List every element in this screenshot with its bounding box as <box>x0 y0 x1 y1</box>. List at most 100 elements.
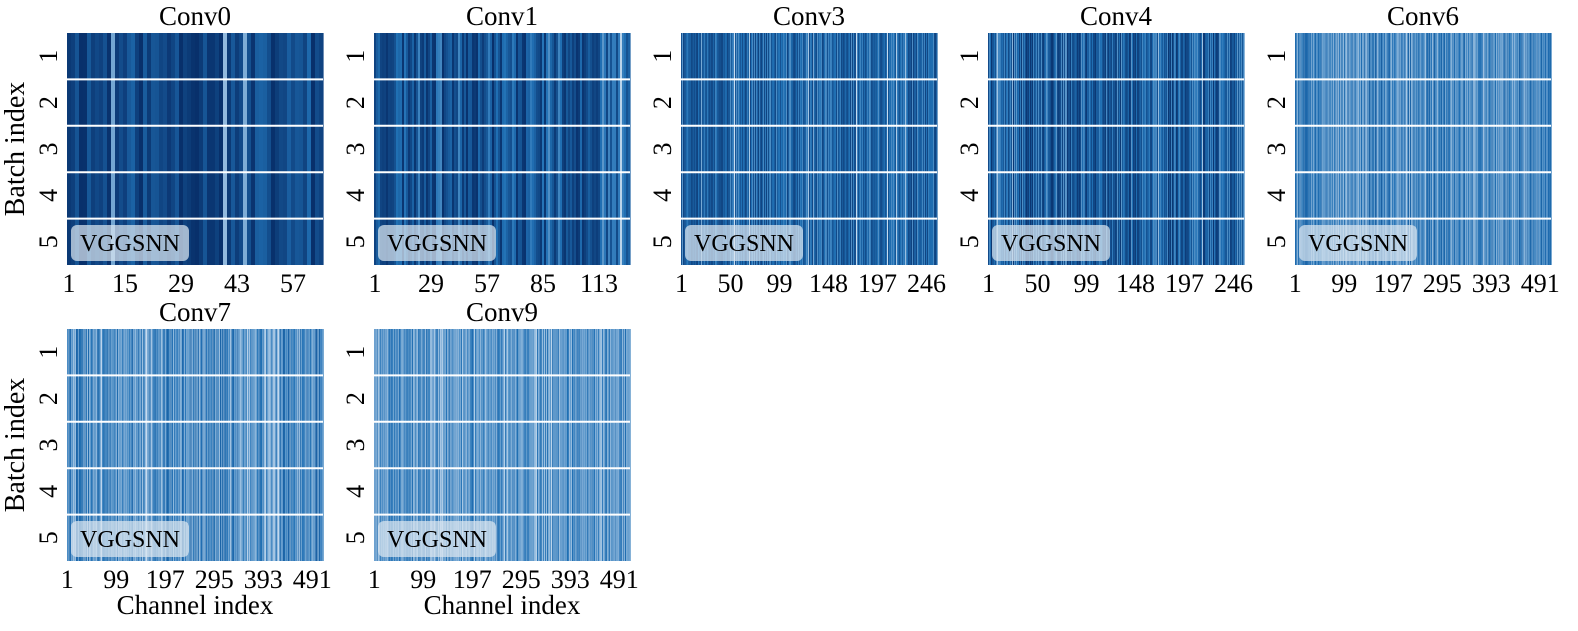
channel-stripe <box>688 33 690 265</box>
channel-stripe <box>1088 33 1090 265</box>
channel-stripe <box>918 33 920 265</box>
x-tick-label: 1 <box>1289 269 1302 298</box>
channel-stripe <box>682 33 684 265</box>
channel-stripe <box>889 33 891 265</box>
channel-stripe <box>690 33 692 265</box>
channel-stripe <box>1164 33 1166 265</box>
channel-stripe <box>518 33 521 265</box>
channel-stripe <box>139 33 144 265</box>
channel-stripe <box>271 33 276 265</box>
channel-stripe <box>808 33 810 265</box>
channel-stripe <box>1058 33 1060 265</box>
channel-stripe <box>862 33 864 265</box>
channel-stripe <box>596 33 599 265</box>
channel-stripe <box>1030 33 1032 265</box>
channel-stripe <box>694 33 696 265</box>
channel-stripe <box>731 33 733 265</box>
channel-stripe <box>1002 33 1004 265</box>
channel-stripe <box>159 33 164 265</box>
x-tick-label: 99 <box>1331 269 1357 298</box>
channel-stripe <box>857 33 859 265</box>
channel-stripe <box>1166 33 1168 265</box>
x-tick-label: 197 <box>453 565 492 594</box>
channel-stripe <box>775 33 777 265</box>
channel-stripe <box>1032 33 1034 265</box>
channel-stripe <box>1208 33 1210 265</box>
channel-stripe <box>1122 33 1124 265</box>
channel-stripe <box>307 33 312 265</box>
x-tick-label: 50 <box>718 269 744 298</box>
channel-stripe <box>175 33 180 265</box>
channel-stripe <box>758 33 760 265</box>
channel-stripe <box>510 33 513 265</box>
channel-stripe <box>530 33 533 265</box>
channel-stripe <box>697 33 699 265</box>
x-tick-label: 1 <box>369 269 382 298</box>
channel-stripe <box>750 33 752 265</box>
channel-stripe <box>1020 33 1022 265</box>
channel-stripe <box>1173 33 1175 265</box>
y-tick-label: 4 <box>341 189 370 202</box>
channel-stripe <box>79 33 84 265</box>
channel-stripe <box>432 33 435 265</box>
channel-stripe <box>995 33 997 265</box>
channel-stripe <box>1167 33 1169 265</box>
legend-label: VGGSNN <box>387 231 487 257</box>
channel-stripe <box>1071 33 1073 265</box>
channel-stripe <box>695 33 697 265</box>
channel-stripe <box>778 33 780 265</box>
channel-stripe <box>1148 33 1150 265</box>
channel-stripe <box>849 33 851 265</box>
channel-stripe <box>512 33 515 265</box>
channel-stripe <box>912 33 914 265</box>
channel-stripe <box>460 33 463 265</box>
channel-stripe <box>807 33 809 265</box>
channel-stripe <box>826 33 828 265</box>
channel-stripe <box>920 33 922 265</box>
channel-stripe <box>322 329 324 561</box>
legend-box <box>1299 225 1417 261</box>
channel-stripe <box>861 33 863 265</box>
channel-stripe <box>1095 33 1097 265</box>
channel-stripe <box>1031 33 1033 265</box>
channel-stripe <box>408 33 411 265</box>
channel-stripe <box>722 33 724 265</box>
channel-stripe <box>482 33 485 265</box>
channel-stripe <box>737 33 739 265</box>
channel-stripe <box>845 33 847 265</box>
channel-stripe <box>930 33 932 265</box>
channel-stripe <box>1161 33 1163 265</box>
channel-stripe <box>75 33 80 265</box>
channel-stripe <box>1048 33 1050 265</box>
channel-stripe <box>155 33 160 265</box>
channel-stripe <box>1238 33 1240 265</box>
channel-stripe <box>743 33 745 265</box>
channel-stripe <box>996 33 998 265</box>
channel-stripe <box>588 33 591 265</box>
channel-stripe <box>712 33 714 265</box>
channel-stripe <box>873 33 875 265</box>
channel-stripe <box>1078 33 1080 265</box>
channel-stripe <box>772 33 774 265</box>
channel-stripe <box>1133 33 1135 265</box>
channel-stripe <box>799 33 801 265</box>
channel-stripe <box>492 33 495 265</box>
x-tick-label: 57 <box>474 269 500 298</box>
channel-stripe <box>798 33 800 265</box>
channel-stripe <box>928 33 930 265</box>
channel-stripe <box>498 33 501 265</box>
channel-stripe <box>442 33 445 265</box>
channel-stripe <box>1099 33 1101 265</box>
channel-stripe <box>552 33 555 265</box>
channel-stripe <box>1033 33 1035 265</box>
channel-stripe <box>759 33 761 265</box>
channel-stripe <box>1057 33 1059 265</box>
channel-stripe <box>580 33 583 265</box>
channel-stripe <box>1053 33 1055 265</box>
channel-stripe <box>1203 33 1205 265</box>
y-tick-label: 3 <box>648 143 677 156</box>
channel-stripe <box>394 33 397 265</box>
channel-stripe <box>560 33 563 265</box>
x-tick-label: 148 <box>809 269 848 298</box>
legend-box <box>992 225 1110 261</box>
